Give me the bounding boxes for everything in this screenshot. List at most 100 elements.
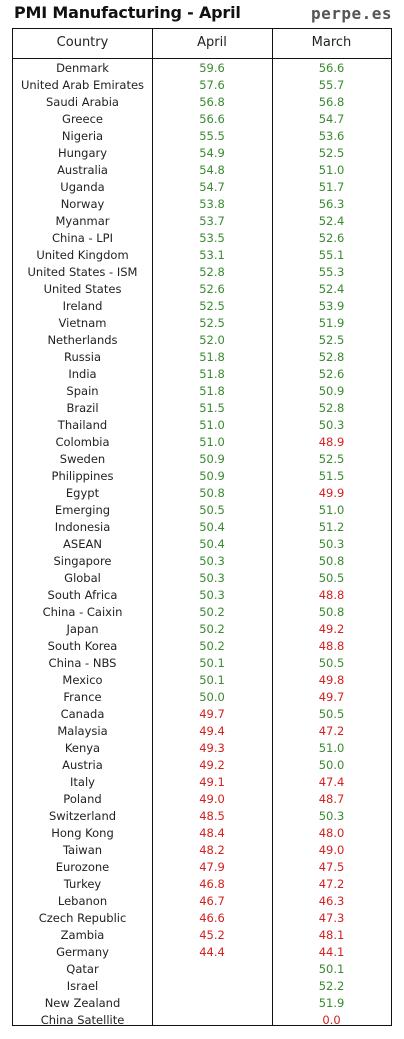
march-value-cell: 52.5 — [318, 333, 345, 347]
table-row: Turkey 46.8 47.2 — [13, 876, 391, 893]
table-row: Norway 53.8 56.3 — [13, 196, 391, 213]
table-row: South Korea 50.2 48.8 — [13, 638, 391, 655]
table-row: Uganda 54.7 51.7 — [13, 179, 391, 196]
country-cell: Canada — [60, 707, 105, 721]
table-row: Malaysia 49.4 47.2 — [13, 723, 391, 740]
country-cell: Lebanon — [57, 894, 108, 908]
april-value-cell: 49.7 — [199, 707, 225, 721]
march-value-cell: 56.6 — [318, 61, 345, 75]
country-cell: Singapore — [53, 554, 112, 568]
april-value-cell: 49.1 — [199, 775, 225, 789]
march-value-cell: 54.7 — [318, 112, 345, 126]
april-value-cell: 45.2 — [199, 928, 225, 942]
march-value-cell: 51.5 — [318, 469, 345, 483]
pmi-table: Country April March Denmark 59.6 56.6 Unite… — [12, 28, 392, 1027]
april-value-cell: 49.0 — [199, 792, 225, 806]
march-value-cell: 44.1 — [318, 945, 345, 959]
march-value-cell: 0.0 — [322, 1013, 341, 1027]
april-value-cell: 50.9 — [199, 452, 225, 466]
march-value-cell: 56.3 — [318, 197, 345, 211]
april-value-cell: 51.8 — [199, 350, 225, 364]
april-value-cell: 51.8 — [199, 384, 225, 398]
table-row: India 51.8 52.6 — [13, 366, 391, 383]
column-divider — [152, 29, 153, 1025]
table-row: Philippines 50.9 51.5 — [13, 468, 391, 485]
april-value-cell: 51.0 — [199, 418, 225, 432]
march-value-cell: 52.4 — [318, 214, 345, 228]
april-value-cell: 48.5 — [199, 809, 225, 823]
country-cell: South Korea — [47, 639, 118, 653]
march-value-cell: 56.8 — [318, 95, 345, 109]
table-row: Sweden 50.9 52.5 — [13, 451, 391, 468]
table-row: Australia 54.8 51.0 — [13, 162, 391, 179]
april-value-cell: 53.1 — [199, 248, 225, 262]
march-value-cell: 53.6 — [318, 129, 345, 143]
country-cell: Switzerland — [48, 809, 117, 823]
march-value-cell: 48.1 — [318, 928, 345, 942]
column-divider — [272, 29, 273, 1025]
march-value-cell: 48.9 — [318, 435, 345, 449]
table-row: Zambia 45.2 48.1 — [13, 927, 391, 944]
march-value-cell: 51.9 — [318, 316, 345, 330]
march-value-cell: 48.8 — [318, 639, 345, 653]
table-row: Myanmar 53.7 52.4 — [13, 213, 391, 230]
march-value-cell: 52.6 — [318, 367, 345, 381]
country-cell: China Satellite — [40, 1013, 125, 1027]
page-title: PMI Manufacturing - April — [14, 3, 241, 22]
march-value-cell: 53.9 — [318, 299, 345, 313]
april-value-cell: 52.5 — [199, 299, 225, 313]
country-cell: China - Caixin — [42, 605, 123, 619]
march-value-cell: 51.7 — [318, 180, 345, 194]
table-row: Brazil 51.5 52.8 — [13, 400, 391, 417]
country-cell: India — [68, 367, 97, 381]
april-value-cell: 49.4 — [199, 724, 225, 738]
country-cell: Germany — [56, 945, 109, 959]
country-cell: Nigeria — [61, 129, 104, 143]
country-cell: New Zealand — [44, 996, 121, 1010]
april-value-cell: 52.8 — [199, 265, 225, 279]
country-cell: Indonesia — [54, 520, 111, 534]
march-value-cell: 52.5 — [318, 452, 345, 466]
april-value-cell: 51.5 — [199, 401, 225, 415]
country-cell: Russia — [64, 350, 101, 364]
header-april: April — [197, 35, 227, 50]
march-value-cell: 47.4 — [318, 775, 345, 789]
table-row: Czech Republic 46.6 47.3 — [13, 910, 391, 927]
country-cell: Taiwan — [62, 843, 103, 857]
country-cell: China - NBS — [48, 656, 117, 670]
table-row: Canada 49.7 50.5 — [13, 706, 391, 723]
table-row: China - NBS 50.1 50.5 — [13, 655, 391, 672]
country-cell: China - LPI — [51, 231, 114, 245]
country-cell: United States - ISM — [27, 265, 138, 279]
table-row: China - LPI 53.5 52.6 — [13, 230, 391, 247]
april-value-cell: 54.7 — [199, 180, 225, 194]
march-value-cell: 49.2 — [318, 622, 345, 636]
march-value-cell: 51.0 — [318, 163, 345, 177]
april-value-cell: 59.6 — [199, 61, 225, 75]
april-value-cell: 52.0 — [199, 333, 225, 347]
march-value-cell: 47.3 — [318, 911, 345, 925]
country-cell: Austria — [62, 758, 103, 772]
march-value-cell: 50.8 — [318, 605, 345, 619]
table-row: Germany 44.4 44.1 — [13, 944, 391, 961]
table-row: China - Caixin 50.2 50.8 — [13, 604, 391, 621]
april-value-cell: 44.4 — [199, 945, 225, 959]
country-cell: Vietnam — [58, 316, 107, 330]
country-cell: Saudi Arabia — [46, 95, 119, 109]
april-value-cell: 56.8 — [199, 95, 225, 109]
april-value-cell: 52.5 — [199, 316, 225, 330]
country-cell: ASEAN — [63, 537, 102, 551]
march-value-cell: 49.8 — [318, 673, 345, 687]
march-value-cell: 50.8 — [318, 554, 345, 568]
march-value-cell: 51.0 — [318, 741, 345, 755]
country-cell: Qatar — [66, 962, 99, 976]
march-value-cell: 50.3 — [318, 418, 345, 432]
march-value-cell: 47.2 — [318, 724, 345, 738]
table-row: Eurozone 47.9 47.5 — [13, 859, 391, 876]
march-value-cell: 48.8 — [318, 588, 345, 602]
march-value-cell: 55.3 — [318, 265, 345, 279]
country-cell: Mexico — [62, 673, 103, 687]
april-value-cell: 56.6 — [199, 112, 225, 126]
table-row: United Kingdom 53.1 55.1 — [13, 247, 391, 264]
april-value-cell: 48.4 — [199, 826, 225, 840]
